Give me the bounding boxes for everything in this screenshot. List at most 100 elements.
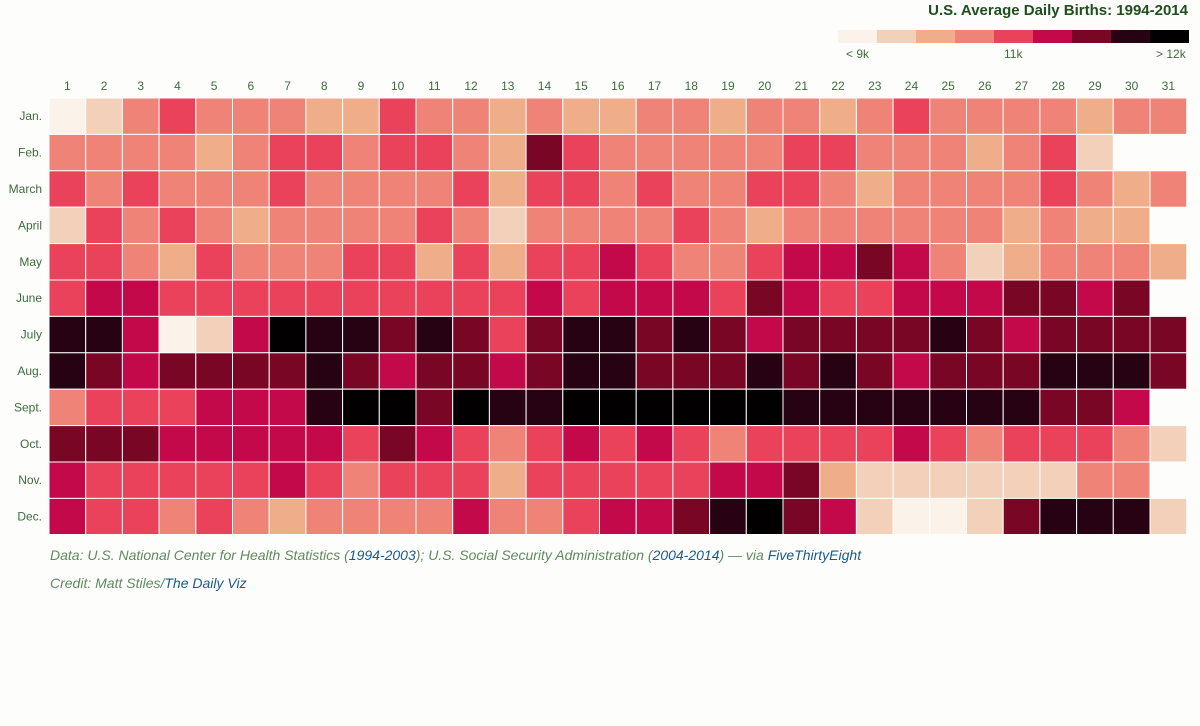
heatmap-cell xyxy=(525,206,564,245)
daily-viz-link[interactable]: The Daily Viz xyxy=(164,575,247,591)
heatmap-cell xyxy=(232,425,270,463)
heatmap-cell xyxy=(562,243,600,281)
legend-swatch xyxy=(994,30,1033,43)
heatmap-cell xyxy=(121,425,160,463)
day-label: 3 xyxy=(137,79,144,93)
heatmap-cell xyxy=(1039,279,1078,317)
heatmap-cell xyxy=(121,97,160,135)
heatmap-cell xyxy=(85,352,123,390)
heatmap-cell xyxy=(195,133,234,172)
heatmap-cell xyxy=(452,170,490,208)
heatmap-cell xyxy=(635,461,674,499)
source-link-1994-2003[interactable]: 1994-2003 xyxy=(348,547,416,563)
heatmap-cell xyxy=(268,206,307,245)
heatmap-cell xyxy=(819,388,857,427)
heatmap-cell xyxy=(782,388,821,427)
heatmap-cell xyxy=(1002,206,1041,245)
heatmap-cell xyxy=(378,388,417,427)
heatmap-cell xyxy=(929,352,967,390)
heatmap-cell xyxy=(855,133,894,172)
source-link-2004-2014[interactable]: 2004-2014 xyxy=(652,547,720,563)
heatmap-cell xyxy=(709,461,747,499)
heatmap-cell xyxy=(562,497,600,534)
day-label: 7 xyxy=(284,79,291,93)
heatmap-cell xyxy=(635,243,674,281)
heatmap-cell xyxy=(415,206,454,245)
heatmap-cell xyxy=(1112,243,1151,281)
heatmap-cell xyxy=(268,243,307,281)
heatmap-cell xyxy=(268,170,307,208)
heatmap-cell xyxy=(525,388,564,427)
heatmap-cell xyxy=(966,388,1004,427)
heatmap-cell xyxy=(1076,243,1114,281)
heatmap-cell xyxy=(1039,206,1078,245)
heatmap-cell xyxy=(452,497,490,534)
heatmap-cell xyxy=(709,97,747,135)
heatmap-cell xyxy=(452,388,490,427)
heatmap-cell xyxy=(1112,170,1151,208)
heatmap-cell xyxy=(1039,497,1078,534)
month-label: Nov. xyxy=(18,473,42,487)
heatmap-cell xyxy=(305,352,344,390)
heatmap-cell xyxy=(562,352,600,390)
heatmap-cell xyxy=(85,461,123,499)
heatmap-cell xyxy=(488,243,527,281)
heatmap-cell xyxy=(635,170,674,208)
heatmap-cell xyxy=(305,97,344,135)
heatmap-cell xyxy=(1112,315,1151,354)
heatmap-cell xyxy=(232,461,270,499)
heatmap-cell xyxy=(48,279,87,317)
heatmap-cell xyxy=(378,206,417,245)
fivethirtyeight-link[interactable]: FiveThirtyEight xyxy=(767,547,862,563)
heatmap-cell xyxy=(599,388,637,427)
heatmap-cell xyxy=(819,133,857,172)
legend-swatch xyxy=(838,30,877,43)
heatmap-cell xyxy=(1076,170,1114,208)
heatmap-cell xyxy=(855,170,894,208)
heatmap-cell xyxy=(929,279,967,317)
month-label: May xyxy=(19,255,42,269)
heatmap-cell xyxy=(342,352,380,390)
heatmap-cell xyxy=(709,315,747,354)
heatmap-cell xyxy=(929,170,967,208)
heatmap-cell xyxy=(121,243,160,281)
legend-swatch xyxy=(1150,30,1189,43)
heatmap-cell xyxy=(709,425,747,463)
heatmap-cell xyxy=(415,243,454,281)
heatmap-cell xyxy=(966,461,1004,499)
heatmap-cell xyxy=(378,243,417,281)
heatmap-cell xyxy=(1076,497,1114,534)
heatmap-cell xyxy=(415,170,454,208)
heatmap-cell xyxy=(268,352,307,390)
data-source-mid: ); U.S. Social Security Administration ( xyxy=(415,547,653,563)
heatmap-cell xyxy=(378,425,417,463)
heatmap-cell xyxy=(1039,461,1078,499)
day-label: 18 xyxy=(685,79,699,93)
heatmap-cell xyxy=(672,352,711,390)
heatmap-cell xyxy=(232,279,270,317)
day-label: 26 xyxy=(978,79,992,93)
heatmap-cell xyxy=(121,388,160,427)
heatmap-cell xyxy=(635,425,674,463)
heatmap-cell xyxy=(709,279,747,317)
heatmap-cell xyxy=(342,97,380,135)
heatmap-cell xyxy=(745,497,784,534)
heatmap-cell xyxy=(158,97,197,135)
heatmap-cell xyxy=(48,133,87,172)
heatmap-cell xyxy=(1002,133,1041,172)
heatmap-cell xyxy=(1039,315,1078,354)
heatmap-cell xyxy=(892,279,931,317)
heatmap-cell xyxy=(819,425,857,463)
day-label: 20 xyxy=(758,79,772,93)
heatmap-cell xyxy=(782,243,821,281)
heatmap-cell xyxy=(562,315,600,354)
heatmap-cell xyxy=(378,497,417,534)
heatmap-cell xyxy=(1149,352,1188,390)
heatmap-cell xyxy=(85,279,123,317)
heatmap-cell xyxy=(85,170,123,208)
heatmap-cell xyxy=(158,315,197,354)
heatmap-cell xyxy=(378,170,417,208)
heatmap-cell xyxy=(1002,170,1041,208)
heatmap-cell xyxy=(599,97,637,135)
heatmap-cell xyxy=(305,133,344,172)
